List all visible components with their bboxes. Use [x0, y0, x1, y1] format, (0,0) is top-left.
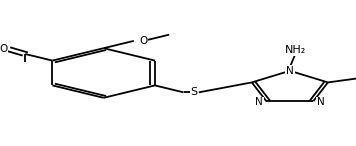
Text: N: N	[286, 66, 294, 76]
Text: N: N	[255, 97, 263, 107]
Text: N: N	[317, 97, 325, 107]
Text: O: O	[140, 36, 148, 46]
Text: NH₂: NH₂	[285, 45, 306, 55]
Text: S: S	[190, 87, 198, 97]
Text: O: O	[0, 44, 7, 54]
